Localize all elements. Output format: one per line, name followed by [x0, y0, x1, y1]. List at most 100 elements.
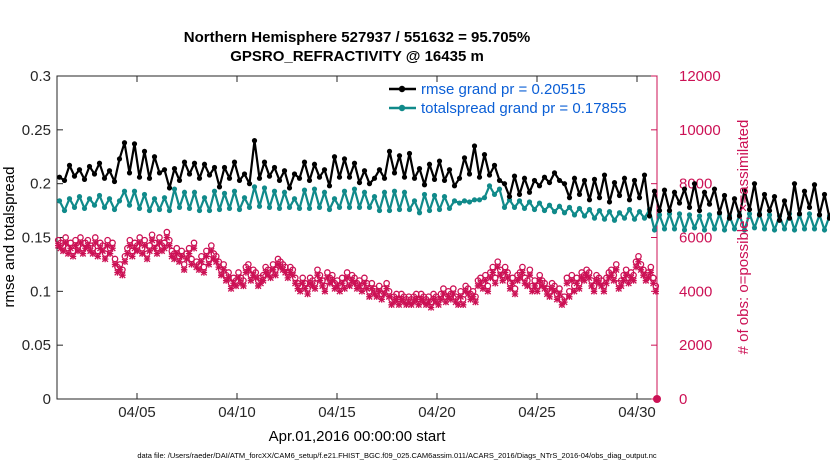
obs-assimilated-point — [383, 285, 390, 292]
rmse-point — [326, 183, 333, 189]
obs-assimilated-point — [62, 239, 69, 247]
rmse-point — [151, 154, 158, 160]
rmse-point — [601, 172, 608, 178]
rmse-point — [821, 191, 828, 198]
spread-point — [456, 200, 463, 206]
obs-assimilated-point — [195, 266, 203, 274]
spread-point — [226, 205, 233, 212]
spread-point — [271, 188, 278, 194]
rmse-point — [756, 212, 763, 218]
obs-assimilated-point — [361, 279, 368, 287]
legend: rmse grand pr = 0.20515 totalspread gran… — [389, 81, 627, 117]
obs-assimilated-point — [200, 269, 208, 276]
obs-assimilated-point — [183, 255, 190, 263]
obs-assimilated-point — [509, 279, 516, 287]
obs-assimilated-point — [479, 285, 487, 292]
obs-assimilated-point — [116, 266, 124, 274]
spread-point — [656, 212, 663, 218]
rmse-point — [201, 161, 208, 167]
obs-assimilated-point — [546, 293, 553, 300]
line-series — [56, 138, 830, 233]
y-left-tick-label: 0.05 — [22, 337, 51, 354]
spread-point — [421, 191, 428, 198]
obs-assimilated-point — [469, 293, 477, 300]
spread-point — [166, 207, 173, 214]
spread-point — [66, 196, 73, 202]
obs-assimilated-point — [598, 282, 605, 290]
chart-title-line2: GPSRO_REFRACTIVITY @ 16435 m — [230, 48, 484, 65]
obs-assimilated-point — [77, 239, 84, 247]
obs-assimilated-point — [561, 298, 568, 306]
spread-point — [466, 199, 473, 205]
rmse-point — [411, 175, 418, 181]
rmse-point — [366, 181, 373, 187]
spread-point — [651, 227, 658, 233]
obs-assimilated-point — [482, 277, 489, 284]
obs-assimilated-point — [380, 290, 388, 298]
obs-assimilated-point — [104, 242, 111, 249]
spread-point — [341, 188, 348, 194]
spread-point — [551, 209, 558, 215]
spread-point — [576, 205, 583, 212]
obs-assimilated-point — [496, 271, 504, 279]
rmse-point — [816, 212, 823, 218]
obs-assimilated-point — [173, 250, 181, 257]
obs-assimilated-point — [440, 290, 447, 298]
obs-assimilated-point — [563, 279, 571, 287]
obs-assimilated-point — [541, 285, 548, 292]
rmse-point — [426, 161, 433, 167]
rmse-point — [516, 191, 523, 198]
spread-point — [811, 226, 818, 232]
x-tick-label: 04/10 — [218, 404, 256, 421]
spread-point — [626, 206, 633, 213]
spread-point — [286, 204, 293, 210]
rmse-point — [691, 181, 698, 187]
rmse-point — [616, 192, 623, 199]
obs-assimilated-point — [336, 288, 343, 295]
rmse-point — [776, 217, 783, 223]
rmse-point — [136, 174, 143, 180]
spread-point — [546, 202, 553, 208]
rmse-point — [806, 204, 813, 210]
obs-assimilated-point — [343, 274, 351, 282]
obs-assimilated-point — [180, 266, 188, 274]
rmse-point — [766, 207, 773, 214]
rmse-point — [96, 160, 103, 166]
spread-point — [356, 204, 363, 210]
rmse-point — [376, 167, 383, 173]
rmse-point — [226, 175, 233, 181]
spread-point — [691, 225, 698, 231]
obs-assimilated-point — [269, 266, 277, 274]
legend-spread-marker — [398, 104, 406, 112]
spread-point — [206, 207, 213, 214]
spread-point — [391, 188, 398, 194]
rmse-point — [266, 173, 273, 179]
spread-point — [291, 196, 298, 202]
rmse-point — [566, 195, 573, 201]
rmse-point — [661, 187, 668, 193]
y-left-tick-label: 0.2 — [30, 176, 51, 193]
rmse-point — [381, 175, 388, 181]
spread-point — [306, 205, 313, 212]
rmse-point — [726, 215, 733, 221]
spread-point — [396, 206, 403, 213]
spread-point — [71, 204, 78, 210]
rmse-point — [561, 181, 568, 187]
rmse-point — [611, 179, 618, 186]
rmse-point — [706, 201, 713, 207]
spread-point — [771, 227, 778, 233]
spread-point — [701, 227, 708, 233]
spread-point — [171, 186, 178, 192]
rmse-point — [501, 181, 508, 187]
y-right-tick-label: 6000 — [679, 230, 712, 247]
spread-point — [346, 204, 353, 210]
obs-assimilated-point — [94, 253, 102, 260]
spread-point — [61, 207, 68, 214]
spread-point — [806, 211, 813, 217]
spread-point — [236, 206, 243, 213]
rmse-point — [581, 177, 588, 184]
rmse-point — [746, 206, 753, 213]
rmse-point — [351, 160, 358, 166]
obs-assimilated-point — [580, 277, 588, 284]
y-left-tick-label: 0.1 — [30, 283, 51, 300]
